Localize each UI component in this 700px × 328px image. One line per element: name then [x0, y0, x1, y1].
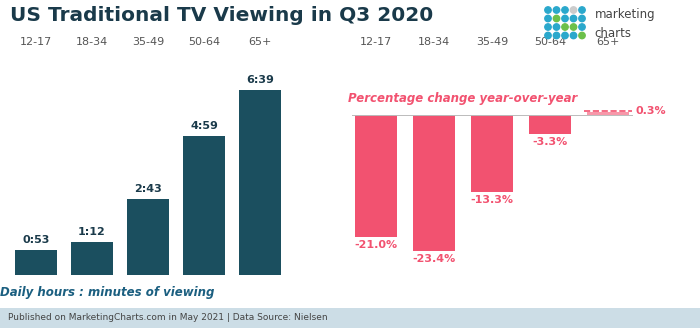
Circle shape — [579, 15, 585, 22]
Bar — [355, 115, 397, 237]
Circle shape — [570, 7, 577, 13]
Circle shape — [562, 15, 568, 22]
Text: 0:53: 0:53 — [22, 236, 50, 245]
Text: 50-64: 50-64 — [188, 37, 220, 47]
Text: 65+: 65+ — [596, 37, 620, 47]
Text: marketing
charts: marketing charts — [594, 8, 655, 40]
Text: 0.3%: 0.3% — [635, 106, 666, 116]
Circle shape — [570, 15, 577, 22]
Text: 6:39: 6:39 — [246, 75, 274, 85]
Text: 12-17: 12-17 — [20, 37, 52, 47]
Text: 35-49: 35-49 — [476, 37, 508, 47]
Circle shape — [545, 32, 551, 39]
Circle shape — [579, 32, 585, 39]
Bar — [239, 90, 281, 275]
Text: 12-17: 12-17 — [360, 37, 392, 47]
Circle shape — [579, 24, 585, 30]
Text: Percentage change year-over-year: Percentage change year-over-year — [349, 92, 578, 105]
Circle shape — [553, 24, 560, 30]
Circle shape — [570, 24, 577, 30]
Text: Daily hours : minutes of viewing: Daily hours : minutes of viewing — [0, 286, 214, 299]
Text: 4:59: 4:59 — [190, 121, 218, 132]
Bar — [15, 250, 57, 275]
Text: 2:43: 2:43 — [134, 184, 162, 195]
Circle shape — [545, 7, 551, 13]
Text: 18-34: 18-34 — [418, 37, 450, 47]
Bar — [413, 115, 455, 251]
Text: -3.3%: -3.3% — [533, 137, 568, 147]
Bar — [127, 199, 169, 275]
Circle shape — [553, 7, 560, 13]
Circle shape — [553, 15, 560, 22]
Circle shape — [562, 7, 568, 13]
Circle shape — [570, 32, 577, 39]
Text: -13.3%: -13.3% — [470, 195, 514, 205]
Circle shape — [545, 24, 551, 30]
Text: 65+: 65+ — [248, 37, 272, 47]
Bar — [0, 308, 700, 328]
Bar — [587, 112, 629, 115]
Text: 18-34: 18-34 — [76, 37, 108, 47]
Circle shape — [553, 32, 560, 39]
Text: 50-64: 50-64 — [534, 37, 566, 47]
Text: 1:12: 1:12 — [78, 227, 106, 236]
Bar — [471, 115, 513, 192]
Text: US Traditional TV Viewing in Q3 2020: US Traditional TV Viewing in Q3 2020 — [10, 6, 433, 25]
Text: Published on MarketingCharts.com in May 2021 | Data Source: Nielsen: Published on MarketingCharts.com in May … — [8, 314, 328, 322]
Text: 35-49: 35-49 — [132, 37, 164, 47]
Bar — [183, 136, 225, 275]
Text: -23.4%: -23.4% — [412, 254, 456, 264]
Bar — [71, 242, 113, 275]
Text: -21.0%: -21.0% — [354, 240, 398, 250]
Circle shape — [562, 24, 568, 30]
Circle shape — [579, 7, 585, 13]
Bar — [529, 115, 571, 134]
Circle shape — [545, 15, 551, 22]
Circle shape — [562, 32, 568, 39]
